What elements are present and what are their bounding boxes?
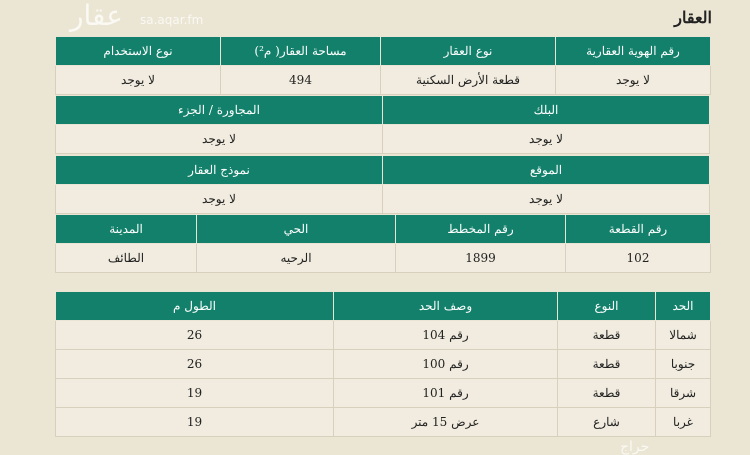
cell-kind: قطعة bbox=[557, 320, 656, 350]
cell-boundary: غربا bbox=[655, 407, 711, 437]
value-plan-number: 1899 bbox=[395, 243, 566, 273]
value-district: الرحيه bbox=[196, 243, 396, 273]
cell-kind: قطعة bbox=[557, 378, 656, 408]
cell-boundary: شمالا bbox=[655, 320, 711, 350]
value-location: لا يوجد bbox=[382, 184, 710, 214]
value-area: 494 bbox=[220, 65, 381, 95]
cell-boundary: شرقا bbox=[655, 378, 711, 408]
header-type: نوع العقار bbox=[380, 36, 556, 66]
cell-description: رقم 101 bbox=[333, 378, 558, 408]
cell-description: عرض 15 متر bbox=[333, 407, 558, 437]
cell-kind: شارع bbox=[557, 407, 656, 437]
section-title: العقار bbox=[674, 8, 712, 27]
header-district: الحي bbox=[196, 214, 396, 244]
header-plot-number: رقم القطعة bbox=[565, 214, 711, 244]
boundaries-table: الحد النوع وصف الحد الطول م شمالا قطعة رقم 10… bbox=[55, 291, 711, 437]
value-plot-number: 102 bbox=[565, 243, 711, 273]
value-model: لا يوجد bbox=[55, 184, 383, 214]
haraj-watermark: حراج bbox=[620, 439, 650, 455]
cell-length: 26 bbox=[55, 349, 334, 379]
cell-boundary: جنوبا bbox=[655, 349, 711, 379]
aqar-watermark: عقار bbox=[70, 0, 123, 32]
header-location: الموقع bbox=[382, 155, 710, 185]
table-row: شرقا قطعة رقم 101 19 bbox=[55, 378, 711, 408]
property-table-3: الموقع نموذج العقار لا يوجد لا يوجد bbox=[55, 155, 710, 214]
header-usage: نوع الاستخدام bbox=[55, 36, 221, 66]
header-block: البلك bbox=[382, 95, 710, 125]
header-boundary: الحد bbox=[655, 291, 711, 321]
value-usage: لا يوجد bbox=[55, 65, 221, 95]
value-block: لا يوجد bbox=[382, 124, 710, 154]
header-neighborhood-part: المجاورة / الجزء bbox=[55, 95, 383, 125]
property-table-1: رقم الهوية العقارية نوع العقار مساحة العقا… bbox=[55, 36, 711, 95]
header-description: وصف الحد bbox=[333, 291, 558, 321]
header-area: مساحة العقار( م²) bbox=[220, 36, 381, 66]
header-model: نموذج العقار bbox=[55, 155, 383, 185]
cell-kind: قطعة bbox=[557, 349, 656, 379]
table-row: شمالا قطعة رقم 104 26 bbox=[55, 320, 711, 350]
cell-description: رقم 100 bbox=[333, 349, 558, 379]
header-city: المدينة bbox=[55, 214, 197, 244]
header-kind: النوع bbox=[557, 291, 656, 321]
header-id: رقم الهوية العقارية bbox=[555, 36, 711, 66]
value-type: قطعة الأرض السكنية bbox=[380, 65, 556, 95]
table-row: غربا شارع عرض 15 متر 19 bbox=[55, 407, 711, 437]
header-plan-number: رقم المخطط bbox=[395, 214, 566, 244]
property-table-2: البلك المجاورة / الجزء لا يوجد لا يوجد bbox=[55, 95, 710, 154]
cell-description: رقم 104 bbox=[333, 320, 558, 350]
table-row: جنوبا قطعة رقم 100 26 bbox=[55, 349, 711, 379]
property-table-4: رقم القطعة رقم المخطط الحي المدينة 102 1899 ا… bbox=[55, 214, 711, 273]
value-neighborhood-part: لا يوجد bbox=[55, 124, 383, 154]
cell-length: 19 bbox=[55, 407, 334, 437]
aqar-url-watermark: sa.aqar.fm bbox=[140, 13, 204, 27]
value-id: لا يوجد bbox=[555, 65, 711, 95]
cell-length: 19 bbox=[55, 378, 334, 408]
cell-length: 26 bbox=[55, 320, 334, 350]
value-city: الطائف bbox=[55, 243, 197, 273]
header-length: الطول م bbox=[55, 291, 334, 321]
